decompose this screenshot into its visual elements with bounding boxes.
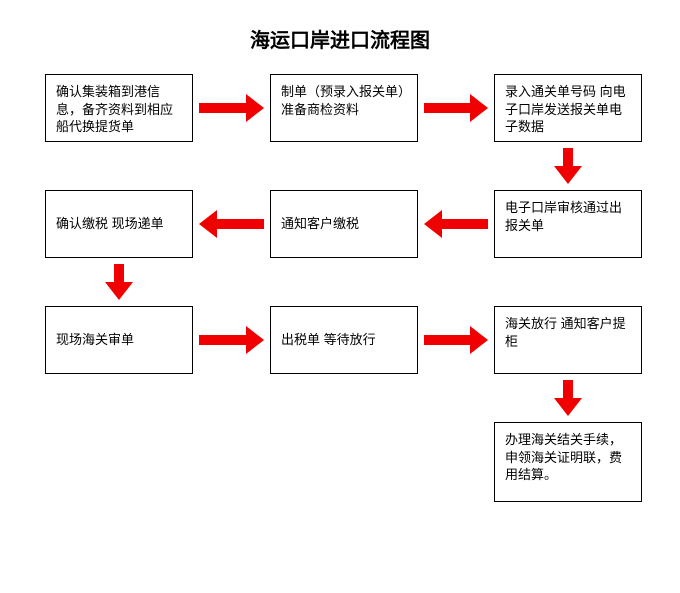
flow-node-n3: 录入通关单号码 向电子口岸发送报关单电子数据 [494, 74, 642, 142]
flow-node-n4: 确认缴税 现场递单 [45, 190, 193, 258]
arrow-right [424, 326, 488, 354]
arrow-left [424, 210, 488, 238]
flow-node-n1: 确认集装箱到港信息，备齐资料到相应船代换提货单 [45, 74, 193, 142]
flow-node-n8: 出税单 等待放行 [270, 306, 418, 374]
flow-node-n6: 电子口岸审核通过出报关单 [494, 190, 642, 258]
flow-node-n2: 制单（预录入报关单）准备商检资料 [270, 74, 418, 142]
arrow-down [554, 148, 582, 184]
flow-node-n9: 海关放行 通知客户提柜 [494, 306, 642, 374]
arrow-left [199, 210, 264, 238]
arrow-right [424, 94, 488, 122]
flow-node-n5: 通知客户缴税 [270, 190, 418, 258]
arrow-right [199, 94, 264, 122]
page-title: 海运口岸进口流程图 [0, 24, 680, 53]
flow-node-n7: 现场海关审单 [45, 306, 193, 374]
arrow-down [554, 380, 582, 416]
arrow-down [105, 264, 133, 300]
arrow-right [199, 326, 264, 354]
flow-node-n10: 办理海关结关手续，申领海关证明联，费用结算。 [494, 422, 642, 502]
